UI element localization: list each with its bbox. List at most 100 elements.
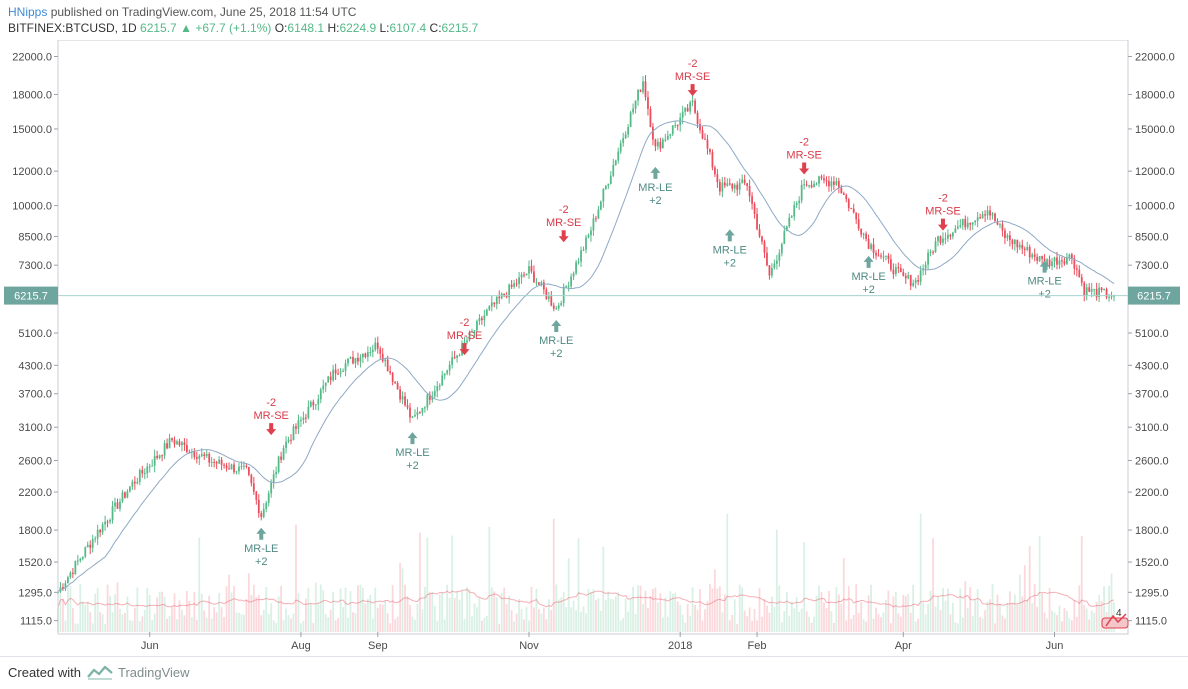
moving-average: [57, 120, 1115, 593]
volume-bar: [572, 600, 575, 632]
candle-body: [976, 217, 979, 221]
volume-bar: [290, 618, 292, 632]
volume-bar: [542, 607, 545, 632]
candle-body: [795, 203, 798, 206]
volume-bar: [89, 611, 92, 632]
candle-body: [585, 237, 587, 250]
candle-body: [458, 355, 461, 357]
candle-body: [1016, 239, 1019, 248]
candle-body: [111, 506, 114, 520]
candle-body: [894, 267, 897, 275]
candle-body: [783, 231, 786, 244]
long-signal-arrow: [256, 527, 267, 540]
volume-bar: [587, 588, 590, 632]
volume-bar: [971, 616, 974, 632]
volume-bar: [704, 609, 706, 632]
volume-bar: [228, 574, 230, 632]
volume-bar: [666, 616, 669, 632]
volume-bar: [557, 599, 560, 632]
volume-bar: [282, 619, 285, 632]
candle-body: [604, 185, 607, 189]
volume-bar: [852, 614, 855, 632]
candle-body: [1018, 244, 1021, 248]
candle-body: [215, 462, 218, 464]
volume-bar: [1093, 612, 1096, 632]
candle-body: [394, 381, 397, 384]
candle-body: [451, 357, 454, 365]
candle-body: [674, 125, 677, 127]
volume-bar: [456, 591, 458, 632]
volume-bar: [637, 585, 639, 632]
author-link[interactable]: HNipps: [8, 5, 48, 19]
candle-body: [128, 486, 131, 492]
last-price-label-right-bg: [1128, 286, 1180, 305]
volume-bar: [1023, 565, 1026, 632]
volume-bar: [1110, 573, 1113, 632]
tradingview-brand[interactable]: TradingView: [118, 665, 190, 680]
candle-body: [525, 273, 528, 276]
candle-body: [877, 255, 880, 257]
volume-bar: [614, 596, 617, 632]
candle-body: [1080, 277, 1083, 283]
y-tick-label-left: 2600.0: [18, 455, 52, 467]
y-tick-label-right: 8500.0: [1135, 231, 1169, 243]
volume-bar: [292, 613, 295, 632]
volume-bar: [1038, 535, 1041, 632]
volume-bar: [69, 586, 72, 632]
short-signal-arrow: [459, 343, 470, 356]
volume-bar: [64, 620, 67, 632]
volume-bar: [652, 589, 654, 632]
volume-bar: [865, 621, 868, 632]
volume-bar: [904, 596, 907, 632]
short-signal-label: MR-SE: [786, 150, 821, 162]
candle-body: [89, 544, 92, 548]
volume-bar: [230, 592, 233, 632]
candles: [57, 75, 1115, 600]
y-tick-label-right: 1115.0: [1135, 616, 1167, 628]
candle-body: [989, 210, 991, 216]
candle-body: [1093, 288, 1096, 290]
candle-body: [632, 108, 634, 113]
volume-bar: [540, 613, 543, 632]
volume-bar: [870, 584, 872, 632]
candle-body: [716, 174, 719, 183]
volume-bar: [329, 609, 332, 632]
volume-bar: [919, 513, 922, 632]
candle-body: [890, 259, 892, 270]
long-signal-label: MR-LE: [395, 447, 429, 459]
candle-body: [954, 228, 957, 233]
volume-bar: [126, 596, 129, 632]
candle-body: [788, 217, 791, 227]
candle-body: [1066, 258, 1068, 264]
candle-body: [917, 280, 920, 282]
candle-body: [181, 442, 183, 446]
symbol-name[interactable]: BITFINEX:BTCUSD, 1D: [8, 21, 137, 35]
candle-body: [153, 455, 156, 466]
volume-bar: [141, 616, 144, 632]
y-tick-label-left: 18000.0: [12, 89, 52, 101]
volume-bar: [210, 618, 213, 632]
volume-bar: [67, 584, 69, 632]
high-value: 6224.9: [339, 21, 377, 35]
candle-body: [808, 185, 810, 187]
candle-body: [659, 141, 662, 149]
candle-body: [820, 176, 823, 179]
short-signal-qty: -2: [559, 204, 569, 216]
volume-bar: [453, 598, 456, 632]
volume-bar: [148, 594, 151, 632]
volume-bar: [419, 532, 421, 632]
volume-bar: [748, 607, 751, 632]
candle-body: [151, 465, 154, 467]
short-signal-qty: -2: [266, 397, 276, 409]
volume-bar: [181, 609, 183, 632]
candle-body: [629, 112, 632, 128]
volume-bar: [728, 620, 731, 632]
candle-body: [924, 264, 927, 269]
candle-body: [892, 269, 895, 275]
volume-bar: [649, 596, 652, 632]
candle-body: [1088, 287, 1091, 292]
candle-body: [994, 213, 996, 222]
volume-bar: [538, 609, 540, 632]
price-chart[interactable]: MR-LE+2MR-SE-2MR-LE+2MR-SE-2MR-LE+2MR-SE…: [0, 40, 1188, 656]
volume-bar: [956, 623, 959, 632]
